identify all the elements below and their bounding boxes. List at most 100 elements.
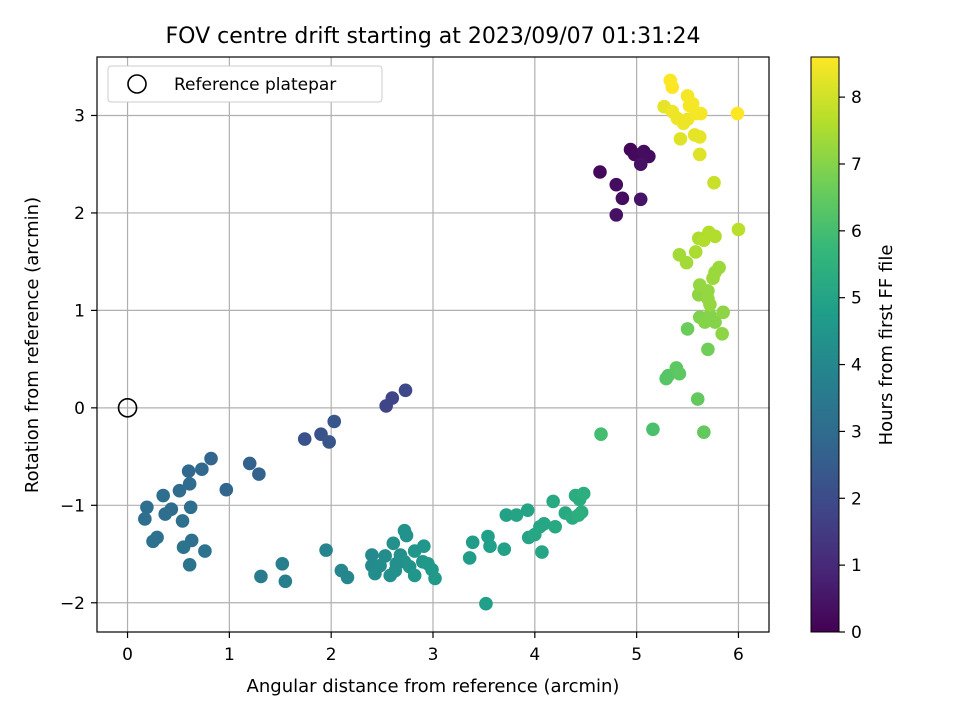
scatter-point — [140, 500, 154, 515]
y-axis-ticks: −2 −1 0 1 2 3 — [60, 106, 97, 614]
colorbar-tick-label: 8 — [851, 88, 862, 108]
x-tick-label: 3 — [428, 645, 439, 665]
scatter-point — [692, 147, 707, 162]
scatter-point — [633, 157, 648, 172]
y-tick-label: 2 — [74, 204, 85, 224]
scatter-point — [701, 342, 715, 357]
scatter-point — [278, 574, 293, 589]
scatter-point — [252, 467, 266, 481]
scatter-point — [399, 528, 414, 543]
scatter-point — [386, 536, 401, 551]
scatter-point — [156, 488, 170, 503]
scatter-point — [242, 456, 257, 471]
grid-lines — [97, 57, 769, 632]
scatter-point — [672, 366, 687, 381]
scatter-point — [398, 383, 413, 398]
scatter-point — [417, 539, 431, 554]
scatter-point — [576, 486, 591, 501]
scatter-point — [716, 305, 730, 320]
x-tick-label: 5 — [631, 645, 642, 665]
scatter-point — [697, 425, 711, 440]
colorbar-tick-label: 7 — [851, 155, 862, 175]
scatter-point — [327, 414, 342, 429]
colorbar-tick-label: 2 — [851, 489, 862, 509]
scatter-point — [615, 191, 630, 206]
scatter-point — [175, 514, 190, 528]
scatter-point — [176, 540, 191, 555]
scatter-point — [593, 165, 607, 179]
scatter-point — [693, 106, 708, 121]
x-tick-label: 1 — [224, 645, 235, 665]
scatter-point — [673, 132, 688, 146]
reference-platepar-marker — [117, 398, 138, 418]
y-axis-label: Rotation from reference (arcmin) — [22, 197, 43, 493]
colorbar-tick-label: 5 — [851, 289, 862, 309]
scatter-point — [198, 544, 212, 558]
scatter-point — [254, 569, 268, 584]
scatter-point — [672, 248, 687, 262]
scatter-point — [688, 245, 703, 259]
x-axis-ticks: 0 1 2 3 4 5 6 — [122, 632, 744, 665]
scatter-point — [479, 596, 493, 611]
scatter-point — [665, 80, 680, 95]
scatter-point — [680, 322, 695, 336]
colorbar-label: Hours from first FF file — [876, 245, 897, 446]
scatter-point — [646, 422, 660, 437]
scatter-point — [499, 508, 514, 522]
scatter-point — [497, 542, 512, 556]
y-tick-label: −2 — [60, 594, 85, 614]
scatter-point — [633, 192, 648, 207]
colorbar-tick-label: 3 — [851, 422, 862, 442]
scatter-point — [609, 208, 624, 222]
scatter-point — [219, 482, 234, 497]
scatter-point — [690, 392, 705, 406]
scatter-point — [701, 291, 715, 306]
scatter-point — [731, 222, 746, 237]
scatter-point — [182, 557, 197, 572]
scatter-point — [483, 539, 497, 554]
scatter-point — [609, 177, 624, 192]
scatter-point — [297, 432, 312, 446]
scatter-point — [509, 508, 524, 522]
scatter-point — [340, 570, 355, 585]
y-tick-label: −1 — [60, 496, 85, 516]
colorbar-tick-label: 4 — [851, 356, 862, 376]
scatter-point — [546, 494, 560, 509]
y-tick-label: 1 — [74, 301, 85, 321]
legend: Reference platepar — [107, 65, 383, 103]
scatter-point — [537, 517, 551, 531]
scatter-point — [172, 483, 187, 498]
scatter-point — [520, 503, 535, 517]
scatter-point — [181, 464, 196, 478]
colorbar-tick-label: 0 — [851, 623, 862, 643]
scatter-point — [465, 535, 480, 550]
scatter-point — [319, 543, 333, 557]
scatter-point — [535, 545, 549, 559]
x-tick-label: 2 — [326, 645, 337, 665]
x-axis-label: Angular distance from reference (arcmin) — [247, 676, 620, 697]
chart-title: FOV centre drift starting at 2023/09/07 … — [166, 24, 701, 49]
scatter-point — [204, 451, 218, 466]
scatter-point — [138, 512, 152, 526]
scatter-point — [183, 500, 198, 515]
y-tick-label: 3 — [74, 106, 85, 126]
scatter-point — [707, 175, 721, 190]
legend-entry: Reference platepar — [174, 75, 336, 95]
scatter-point — [462, 551, 477, 565]
scatter-point — [365, 548, 379, 562]
scatter-point — [708, 315, 722, 329]
scatter-point — [195, 462, 209, 477]
scatter-point — [322, 435, 336, 449]
scatter-point — [428, 571, 442, 586]
colorbar-ticks: 0 1 2 3 4 5 6 7 8 — [839, 88, 862, 643]
legend-marker-icon — [127, 74, 147, 94]
legend-box — [107, 65, 383, 103]
scatter-point — [730, 106, 745, 121]
x-tick-label: 4 — [529, 645, 540, 665]
scatter-point — [407, 568, 422, 583]
x-tick-label: 0 — [122, 645, 133, 665]
scatter-point — [594, 427, 608, 441]
scatter-point — [146, 534, 160, 549]
plot-frame — [96, 56, 770, 633]
